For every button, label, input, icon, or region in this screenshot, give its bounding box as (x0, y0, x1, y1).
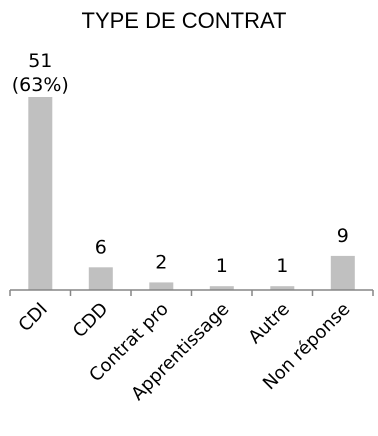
value-label-apprentissage: 1 (216, 255, 228, 277)
chart-title: TYPE DE CONTRAT (82, 8, 287, 33)
value-label-autre: 1 (276, 255, 288, 277)
bar-cdd (89, 267, 113, 290)
value-label-cdd: 6 (95, 236, 107, 258)
value-label-non-reponse: 9 (337, 225, 349, 247)
percent-label-cdi: (63%) (12, 74, 69, 96)
bar-non-reponse (331, 256, 355, 290)
value-label-contrat-pro: 2 (155, 251, 167, 273)
bars-group (28, 97, 355, 290)
data-labels-group: 51(63%) 6 2 1 1 9 (12, 50, 349, 277)
tick-label-cdi: CDI (15, 299, 52, 336)
value-label-cdi: 51 (28, 50, 52, 72)
tick-label-cdd: CDD (69, 299, 112, 342)
bar-contrat-pro (149, 282, 173, 290)
bar-cdi (28, 97, 52, 290)
x-axis (10, 290, 373, 296)
tick-label-autre: Autre (244, 299, 293, 348)
